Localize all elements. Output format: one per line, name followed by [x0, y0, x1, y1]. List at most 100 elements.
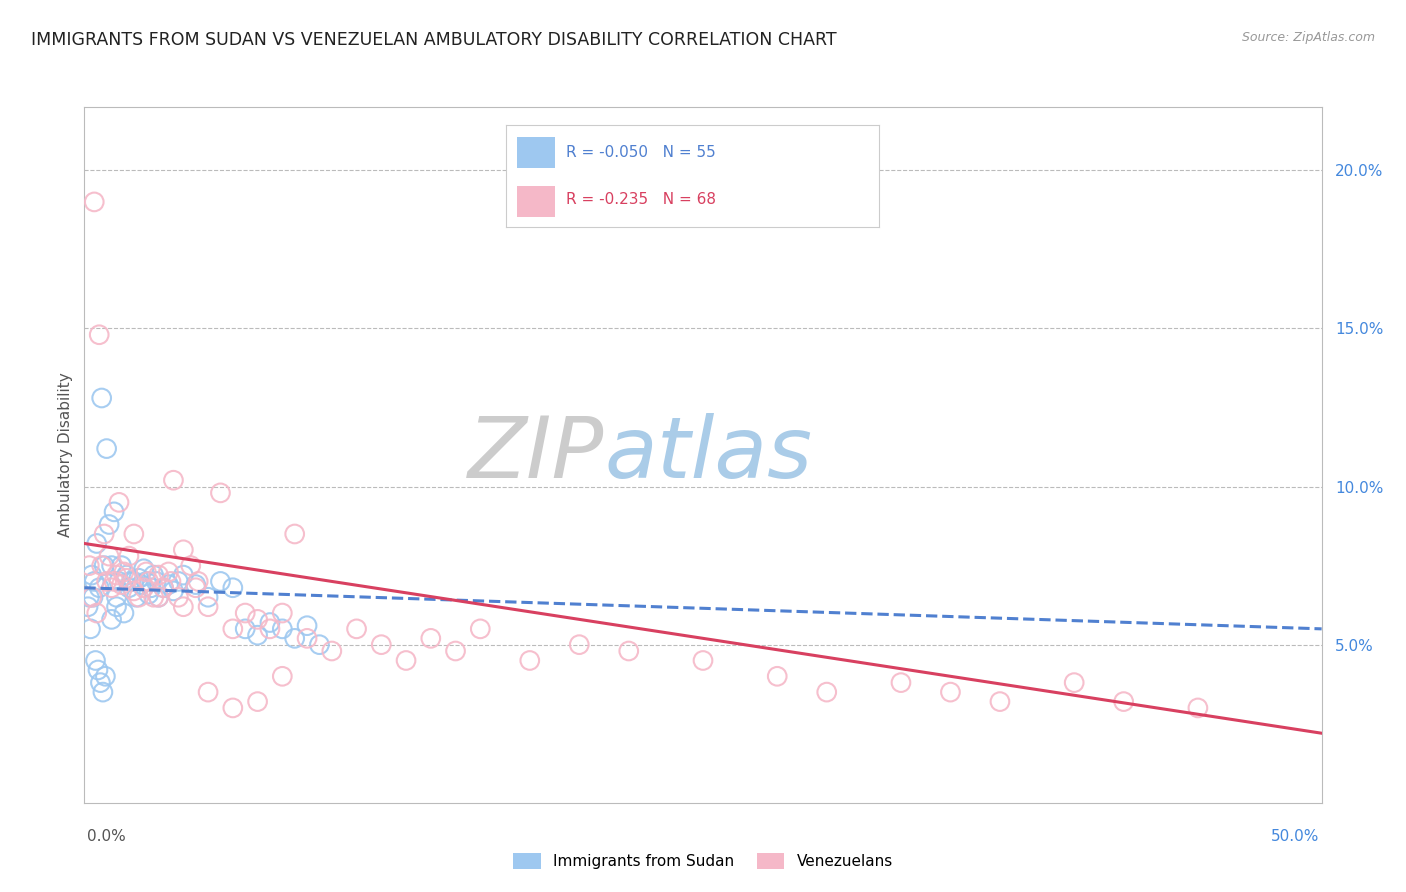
Text: R = -0.050   N = 55: R = -0.050 N = 55: [565, 145, 716, 160]
Point: [87, 663, 110, 677]
Point: [96, 574, 118, 589]
Point: [93, 527, 115, 541]
Point: [988, 695, 1011, 709]
Point: [162, 583, 184, 598]
Point: [197, 685, 219, 699]
Point: [86, 536, 108, 550]
Point: [112, 565, 135, 579]
Point: [79, 558, 101, 573]
Point: [79, 622, 101, 636]
Point: [271, 622, 294, 636]
Point: [167, 574, 190, 589]
Text: 0.0%: 0.0%: [87, 830, 127, 844]
Point: [82, 591, 104, 605]
Point: [122, 583, 145, 598]
Point: [83, 194, 105, 209]
Point: [118, 549, 141, 563]
Point: [110, 577, 132, 591]
Point: [395, 653, 418, 667]
Point: [939, 685, 962, 699]
Point: [233, 606, 256, 620]
Point: [187, 574, 209, 589]
Point: [890, 675, 912, 690]
Point: [148, 591, 170, 605]
Point: [80, 591, 103, 605]
Point: [122, 527, 145, 541]
Point: [180, 558, 202, 573]
Point: [419, 632, 441, 646]
Point: [141, 581, 163, 595]
Point: [90, 391, 112, 405]
Point: [86, 606, 108, 620]
Point: [271, 606, 294, 620]
Point: [209, 486, 232, 500]
Point: [222, 622, 245, 636]
Point: [89, 675, 111, 690]
Point: [89, 327, 111, 342]
Point: [295, 632, 318, 646]
Point: [108, 495, 131, 509]
Point: [98, 517, 121, 532]
Point: [271, 669, 294, 683]
Point: [128, 571, 150, 585]
Point: [172, 568, 194, 582]
Point: [103, 505, 125, 519]
Point: [91, 685, 114, 699]
Point: [96, 442, 118, 456]
Point: [815, 685, 838, 699]
Point: [370, 638, 392, 652]
Point: [138, 574, 160, 589]
Point: [162, 473, 184, 487]
Legend: Immigrants from Sudan, Venezuelans: Immigrants from Sudan, Venezuelans: [508, 847, 898, 875]
Point: [135, 565, 157, 579]
Text: Source: ZipAtlas.com: Source: ZipAtlas.com: [1241, 31, 1375, 45]
Point: [90, 558, 112, 573]
Text: R = -0.235   N = 68: R = -0.235 N = 68: [565, 193, 716, 207]
Point: [138, 587, 160, 601]
Point: [125, 591, 148, 605]
Point: [80, 568, 103, 582]
Point: [100, 581, 122, 595]
Point: [184, 577, 207, 591]
Point: [197, 599, 219, 614]
Point: [142, 591, 165, 605]
Y-axis label: Ambulatory Disability: Ambulatory Disability: [58, 373, 73, 537]
Point: [122, 574, 145, 589]
Text: IMMIGRANTS FROM SUDAN VS VENEZUELAN AMBULATORY DISABILITY CORRELATION CHART: IMMIGRANTS FROM SUDAN VS VENEZUELAN AMBU…: [31, 31, 837, 49]
Point: [259, 615, 281, 630]
Point: [79, 591, 101, 605]
Bar: [517, 137, 554, 168]
Point: [84, 653, 107, 667]
Point: [259, 622, 281, 636]
Point: [172, 542, 194, 557]
Bar: [517, 186, 554, 218]
Point: [160, 574, 183, 589]
Point: [148, 568, 170, 582]
Point: [246, 628, 269, 642]
Point: [692, 653, 714, 667]
Point: [246, 612, 269, 626]
Point: [132, 562, 155, 576]
Point: [100, 612, 122, 626]
Point: [135, 574, 157, 589]
Point: [100, 558, 122, 573]
Point: [115, 571, 138, 585]
Point: [148, 591, 170, 605]
Point: [145, 574, 167, 589]
Point: [617, 644, 640, 658]
Point: [105, 568, 128, 582]
Point: [110, 558, 132, 573]
Point: [444, 644, 467, 658]
Point: [197, 591, 219, 605]
Point: [152, 581, 174, 595]
Point: [1112, 695, 1135, 709]
Point: [93, 558, 115, 573]
Point: [108, 574, 131, 589]
Point: [115, 568, 138, 582]
Point: [1063, 675, 1085, 690]
Point: [132, 581, 155, 595]
Point: [222, 701, 245, 715]
Point: [766, 669, 789, 683]
Point: [129, 577, 152, 591]
Point: [246, 695, 269, 709]
